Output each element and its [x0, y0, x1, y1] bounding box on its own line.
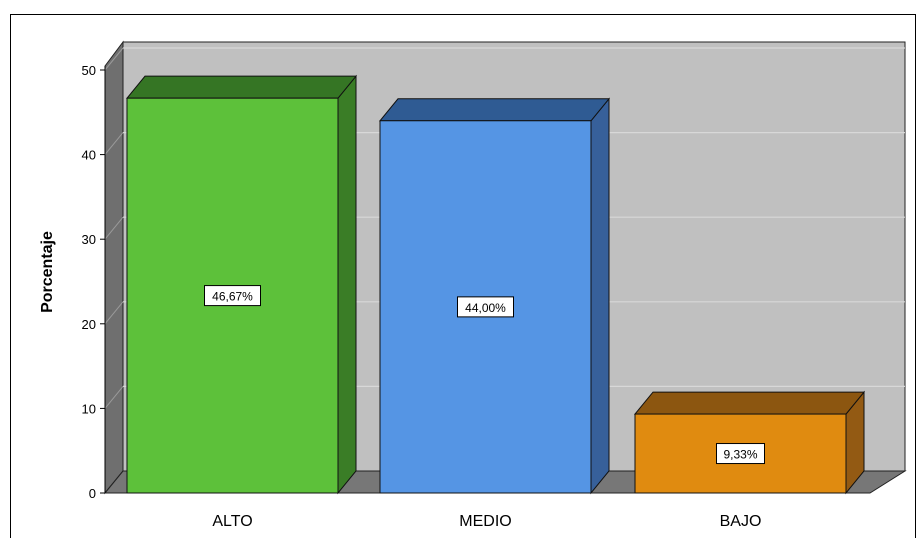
- y-axis-title: Porcentaje: [39, 231, 56, 313]
- y-tick-label: 40: [82, 148, 96, 163]
- gridline-side: [104, 386, 124, 409]
- data-labels: 46,67% 44,00% 9,33%: [204, 285, 765, 465]
- data-label-box: [204, 285, 261, 307]
- y-tick-label: 20: [82, 317, 96, 332]
- x-tick-label: MEDIO: [459, 513, 511, 530]
- y-tick-label: 30: [82, 232, 96, 247]
- x-tick-label: BAJO: [720, 513, 762, 530]
- data-label-box: [457, 296, 514, 318]
- side-wall: [104, 40, 124, 495]
- data-label: 9,33%: [723, 448, 757, 462]
- y-axis: 0 10 20 30 40 50: [82, 63, 106, 501]
- data-label-box: [716, 443, 765, 465]
- data-label: 44,00%: [465, 301, 506, 315]
- gridline-side: [104, 132, 124, 155]
- y-tick-label: 10: [82, 401, 96, 416]
- data-label: 46,67%: [212, 290, 253, 304]
- x-axis: ALTO MEDIO BAJO: [212, 513, 761, 530]
- gridline-side: [104, 301, 124, 325]
- bar-top: [633, 391, 866, 415]
- bar-side: [337, 74, 357, 495]
- y-tick-label: 50: [82, 63, 96, 78]
- y-tick-label: 0: [89, 486, 96, 501]
- gridline-side: [104, 47, 124, 71]
- bar-side: [590, 97, 610, 495]
- bar-top: [378, 98, 611, 122]
- x-tick-label: ALTO: [212, 513, 252, 530]
- gridline-side: [104, 216, 124, 240]
- bar-top: [125, 75, 358, 99]
